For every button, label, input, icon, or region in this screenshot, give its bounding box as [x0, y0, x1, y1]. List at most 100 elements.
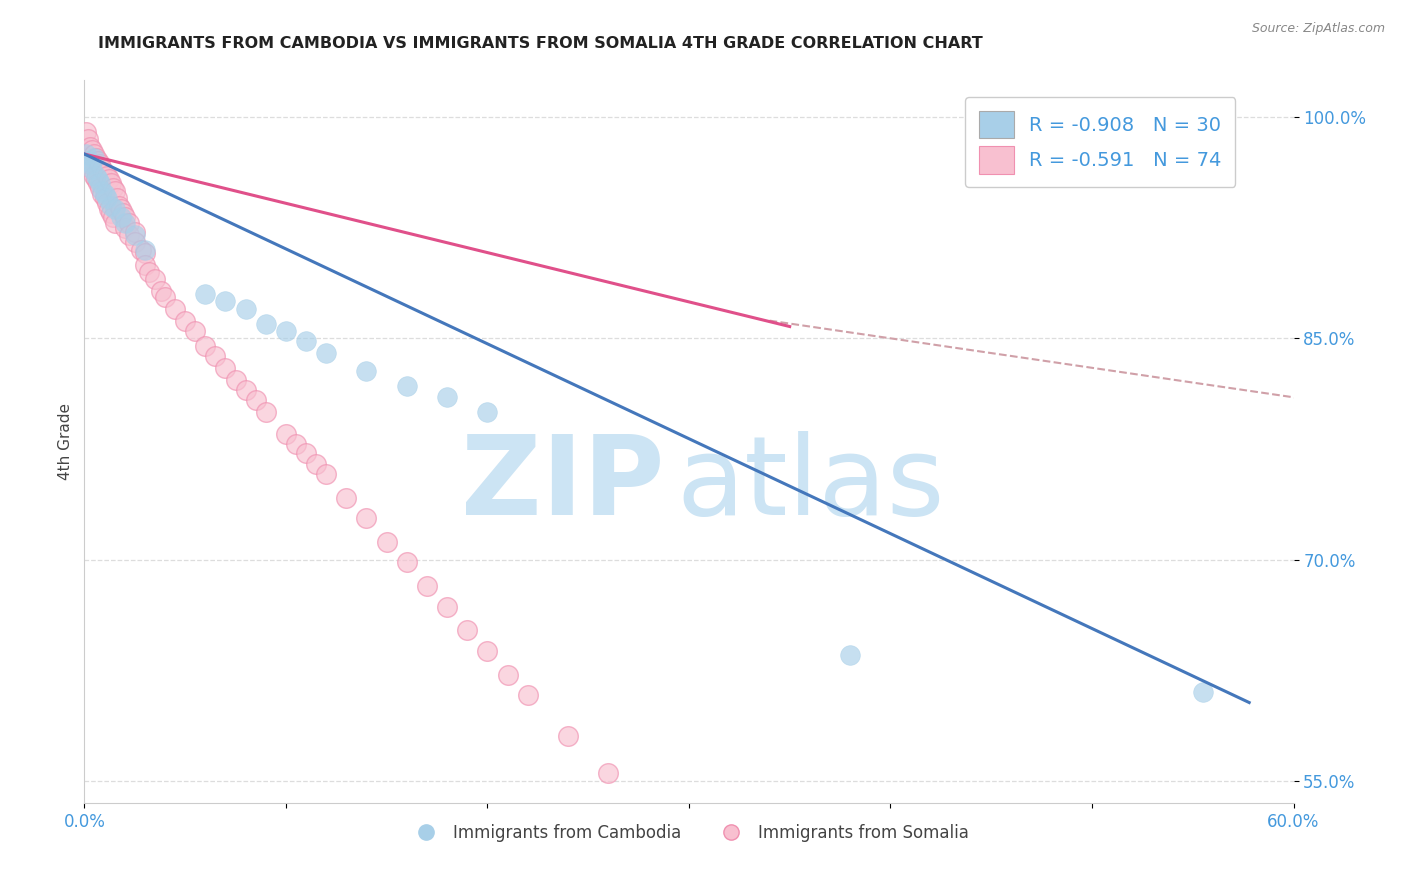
Point [375, 534, 398, 549]
Point [194, 339, 217, 353]
Point [89, 177, 111, 191]
Point [516, 688, 538, 702]
Point [436, 390, 458, 404]
Point [83, 147, 105, 161]
Point [111, 206, 134, 220]
Point [83, 152, 105, 166]
Point [153, 290, 176, 304]
Point [104, 202, 127, 216]
Point [165, 301, 187, 316]
Point [100, 206, 122, 220]
Point [110, 202, 132, 216]
Text: atlas: atlas [676, 432, 945, 539]
Point [134, 258, 156, 272]
Point [93, 166, 115, 180]
Text: IMMIGRANTS FROM CAMBODIA VS IMMIGRANTS FROM SOMALIA 4TH GRADE CORRELATION CHART: IMMIGRANTS FROM CAMBODIA VS IMMIGRANTS F… [98, 36, 983, 51]
Point [86, 169, 108, 183]
Point [496, 667, 519, 681]
Point [124, 225, 146, 239]
Point [129, 243, 152, 257]
Point [101, 211, 124, 225]
Point [295, 446, 318, 460]
Point [143, 272, 166, 286]
Point [114, 211, 136, 225]
Point [245, 393, 267, 408]
Text: Source: ZipAtlas.com: Source: ZipAtlas.com [1251, 22, 1385, 36]
Point [100, 199, 122, 213]
Point [477, 405, 499, 419]
Point [174, 313, 197, 327]
Point [598, 766, 620, 780]
Point [93, 186, 115, 201]
Point [124, 228, 146, 243]
Point [395, 378, 418, 392]
Point [87, 154, 110, 169]
Point [104, 216, 127, 230]
Point [86, 172, 108, 186]
Point [86, 152, 108, 166]
Point [114, 216, 136, 230]
Point [416, 579, 439, 593]
Legend: Immigrants from Cambodia, Immigrants from Somalia: Immigrants from Cambodia, Immigrants fro… [402, 817, 976, 848]
Point [194, 287, 217, 301]
Point [96, 191, 118, 205]
Point [456, 624, 478, 638]
Point [149, 284, 172, 298]
Point [89, 157, 111, 171]
Point [254, 405, 277, 419]
Point [395, 556, 418, 570]
Point [436, 599, 458, 614]
Point [79, 139, 101, 153]
Point [77, 132, 100, 146]
Point [118, 216, 141, 230]
Point [79, 157, 101, 171]
Point [97, 202, 120, 216]
Point [93, 191, 115, 205]
Point [285, 437, 308, 451]
Point [91, 184, 114, 198]
Point [100, 177, 122, 191]
Point [477, 644, 499, 658]
Point [82, 143, 104, 157]
Point [91, 161, 114, 176]
Point [107, 199, 129, 213]
Point [89, 181, 111, 195]
Point [557, 730, 579, 744]
Point [315, 467, 337, 481]
Point [274, 427, 297, 442]
Point [114, 220, 136, 235]
Point [138, 265, 160, 279]
Point [214, 360, 236, 375]
Point [274, 324, 297, 338]
Point [335, 491, 357, 505]
Text: ZIP: ZIP [461, 432, 665, 539]
Point [82, 161, 104, 176]
Point [91, 186, 114, 201]
Point [87, 172, 110, 186]
Point [97, 172, 120, 186]
Point [315, 346, 337, 360]
Point [184, 324, 207, 338]
Point [82, 161, 104, 176]
Point [839, 648, 862, 663]
Point [101, 181, 124, 195]
Point [1192, 685, 1215, 699]
Point [79, 157, 101, 171]
Point [104, 184, 127, 198]
Point [356, 364, 378, 378]
Point [204, 349, 226, 363]
Point [305, 457, 328, 471]
Point [134, 245, 156, 260]
Point [124, 235, 146, 250]
Point [77, 154, 100, 169]
Point [96, 195, 118, 210]
Point [118, 228, 141, 243]
Point [225, 373, 247, 387]
Point [75, 147, 97, 161]
Point [87, 177, 110, 191]
Point [295, 334, 318, 349]
Point [75, 125, 97, 139]
Point [105, 191, 128, 205]
Point [110, 211, 132, 225]
Point [83, 169, 105, 183]
